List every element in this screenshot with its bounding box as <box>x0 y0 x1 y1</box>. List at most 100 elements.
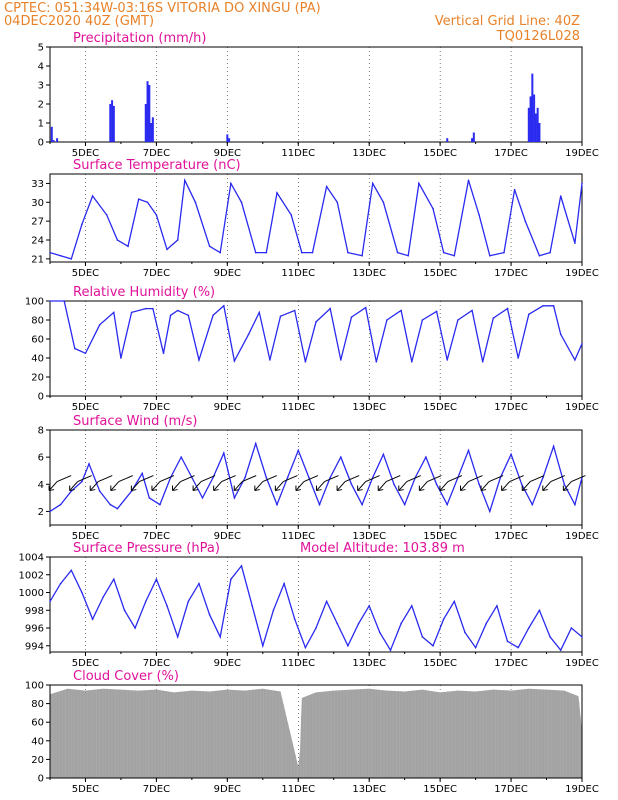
wind-arrow-head <box>460 489 466 492</box>
wind-barb-shaft <box>386 475 401 483</box>
data-point <box>581 636 583 638</box>
data-point <box>467 179 470 182</box>
data-point <box>552 304 555 307</box>
data-point <box>81 223 83 226</box>
data-point <box>531 503 534 506</box>
x-tick-label: 5DEC <box>72 148 99 159</box>
wind-barb-shaft <box>56 475 72 483</box>
data-point <box>485 622 488 625</box>
wind-arrow-head <box>439 489 446 492</box>
data-point <box>407 254 410 257</box>
data-point <box>230 182 232 185</box>
data-point <box>240 201 243 204</box>
x-tick-label: 9DEC <box>214 402 241 413</box>
data-point <box>542 476 544 479</box>
data-point <box>254 442 257 445</box>
wind-barb-shaft <box>262 475 277 483</box>
data-point <box>421 636 424 638</box>
data-point <box>81 480 83 483</box>
data-point <box>478 483 480 486</box>
y-tick-label: 5 <box>38 43 44 54</box>
data-point <box>364 306 367 309</box>
wind-arrow-head <box>48 489 55 492</box>
data-point <box>375 361 378 363</box>
x-tick-label: 17DEC <box>494 784 528 795</box>
data-point <box>127 245 129 248</box>
wind-barb-shaft <box>406 475 421 483</box>
data-point <box>382 201 385 204</box>
x-tick-label: 17DEC <box>494 148 528 159</box>
data-point <box>176 636 179 638</box>
data-point <box>265 476 268 479</box>
precip-bar <box>527 107 530 142</box>
chart-title: Relative Humidity (%) <box>73 285 215 300</box>
x-tick-label: 15DEC <box>423 658 457 669</box>
chart-title: Precipitation (mm/h) <box>73 31 206 46</box>
x-tick-label: 5DEC <box>72 658 99 669</box>
chart-panel-1: Precipitation (mm/h) 0 1 2 3 4 5 5DEC 7DEC 9DEC 11… <box>38 31 599 159</box>
y-tick-label: 0 <box>38 392 44 403</box>
data-point <box>325 185 328 188</box>
data-point <box>176 309 179 312</box>
chart-panel-5: Surface Pressure (hPa) Model Altitude: 10… <box>19 541 599 669</box>
data-point <box>301 251 303 254</box>
data-point <box>201 497 204 499</box>
data-point <box>144 600 147 603</box>
x-tick-label: 5DEC <box>72 268 99 279</box>
x-tick-label: 7DEC <box>143 148 170 159</box>
data-point <box>513 188 516 191</box>
wind-barb-shaft <box>447 475 463 483</box>
data-point <box>361 503 363 506</box>
x-tick-label: 15DEC <box>423 148 457 159</box>
y-tick-label: 33 <box>31 179 44 190</box>
x-tick-label: 9DEC <box>214 148 241 159</box>
precip-bar <box>446 138 449 142</box>
wind-arrow <box>336 481 346 491</box>
chart-title: Surface Temperature (nC) <box>73 158 241 173</box>
data-point <box>166 605 168 607</box>
data-point <box>542 304 544 307</box>
wind-arrow-head <box>275 489 281 492</box>
data-point <box>146 201 149 204</box>
wind-arrow-head <box>192 489 199 492</box>
precip-bar <box>50 126 53 142</box>
data-point <box>187 600 190 603</box>
x-tick-label: 13DEC <box>352 658 386 669</box>
y-tick-label: 27 <box>31 217 44 228</box>
x-tick-label: 19DEC <box>565 784 599 795</box>
y-tick-label: 4 <box>38 480 44 491</box>
data-point <box>169 314 172 317</box>
data-point <box>74 347 76 350</box>
data-point <box>389 649 392 652</box>
data-point <box>148 497 151 499</box>
data-point <box>134 627 136 629</box>
chart-panel-6: Cloud Cover (%) 0 20 40 60 80 100 5DEC 7DEC 9DEC 1… <box>25 669 599 795</box>
y-tick-label: 80 <box>31 699 44 710</box>
meteogram-panels: Precipitation (mm/h) 0 1 2 3 4 5 5DEC 7DEC 9DEC 11… <box>19 31 599 795</box>
wind-barb-shaft <box>468 475 483 483</box>
x-tick-label: 17DEC <box>494 531 528 542</box>
x-tick-label: 7DEC <box>143 531 170 542</box>
y-tick-label: 998 <box>25 606 44 617</box>
data-point <box>425 456 427 458</box>
data-point <box>123 609 126 612</box>
wind-barb-shaft <box>488 475 504 483</box>
x-tick-label: 5DEC <box>72 402 99 413</box>
y-tick-label: 994 <box>25 641 44 652</box>
x-tick-label: 15DEC <box>423 402 457 413</box>
data-point <box>304 361 307 363</box>
data-point <box>155 214 158 216</box>
series-line <box>49 178 583 260</box>
data-point <box>457 319 459 321</box>
data-point <box>244 476 246 479</box>
x-tick-label: 17DEC <box>494 658 528 669</box>
data-point <box>262 644 264 647</box>
data-point <box>506 307 509 310</box>
data-point <box>113 578 115 580</box>
header-run-time: 04DEC2020 40Z (GMT) <box>4 14 154 29</box>
wind-arrow <box>254 481 264 491</box>
data-point <box>130 311 133 314</box>
wind-arrow-head <box>295 489 302 492</box>
y-tick-label: 60 <box>31 718 44 729</box>
